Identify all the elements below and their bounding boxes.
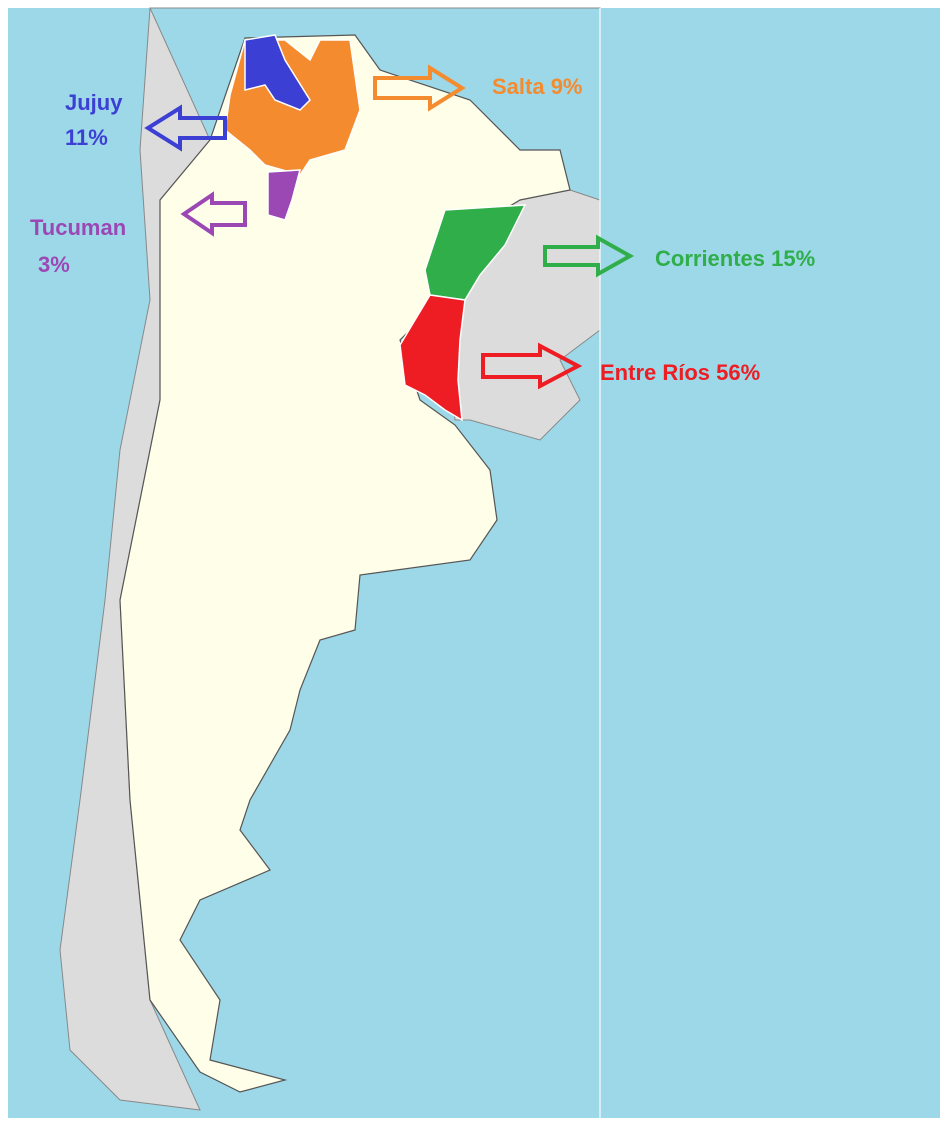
argentina [119, 34, 571, 1093]
arrow-entre-rios [481, 342, 583, 390]
region-share: 11% [65, 125, 108, 150]
region-name: Tucuman [30, 215, 126, 240]
region-share: 3% [38, 252, 70, 277]
province-tucuman [267, 169, 301, 221]
region-name: Jujuy [65, 90, 123, 115]
region-label: Corrientes 15% [655, 246, 815, 271]
province-corrientes [424, 204, 527, 301]
arrow-corrientes [543, 234, 635, 278]
region-label: Salta 9% [492, 74, 583, 99]
arrow-tucuman [180, 191, 247, 237]
province-jujuy [244, 34, 311, 111]
province-entre-rios [399, 294, 466, 422]
arrow-jujuy [144, 104, 227, 152]
region-label: Entre Ríos 56% [600, 360, 760, 385]
arrow-salta [373, 64, 466, 112]
